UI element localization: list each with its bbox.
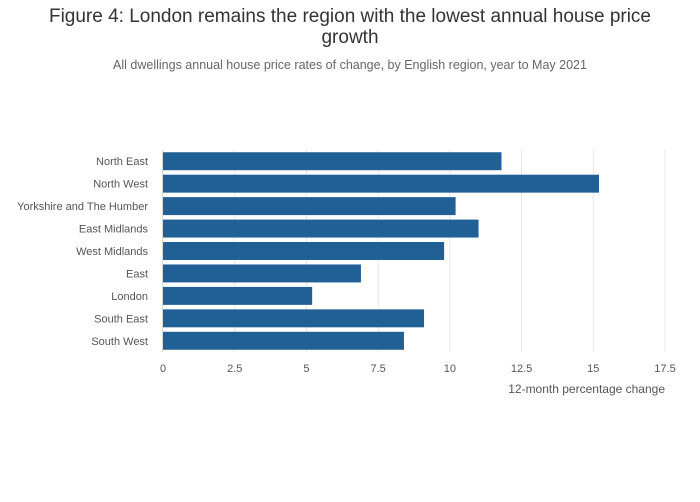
x-tick-labels: 0 2.5 5 7.5 10 12.5 15 17.5: [160, 363, 676, 375]
x-tick-label: 12.5: [511, 363, 532, 375]
x-tick-label: 0: [160, 363, 166, 375]
chart-subtitle: All dwellings annual house price rates o…: [113, 58, 587, 72]
x-tick-label: 2.5: [227, 363, 242, 375]
bar[interactable]: [163, 152, 502, 171]
category-label: North East: [96, 156, 148, 168]
x-tick-label: 15: [587, 363, 599, 375]
bar[interactable]: [163, 174, 600, 193]
x-tick-label: 10: [444, 363, 456, 375]
bar[interactable]: [163, 219, 479, 238]
category-label: West Midlands: [76, 246, 148, 258]
x-tick-label: 5: [303, 363, 309, 375]
bar[interactable]: [163, 264, 361, 283]
bar[interactable]: [163, 286, 313, 305]
x-tick-label: 7.5: [370, 363, 385, 375]
category-label: North West: [93, 179, 148, 191]
bar[interactable]: [163, 197, 456, 216]
category-label: East Midlands: [79, 224, 149, 236]
category-label: East: [126, 268, 148, 280]
x-axis-title: 12-month percentage change: [508, 382, 665, 396]
x-tick-label: 17.5: [654, 363, 675, 375]
bar[interactable]: [163, 309, 425, 328]
category-label: South East: [94, 313, 148, 325]
category-label: London: [111, 291, 148, 303]
bars: [163, 152, 600, 350]
category-labels: North East North West Yorkshire and The Hu…: [17, 156, 148, 348]
category-label: Yorkshire and The Humber: [17, 201, 148, 213]
chart-title: Figure 4: London remains the region with…: [48, 6, 652, 48]
category-label: South West: [91, 336, 148, 348]
bar[interactable]: [163, 331, 404, 350]
bar[interactable]: [163, 242, 445, 260]
